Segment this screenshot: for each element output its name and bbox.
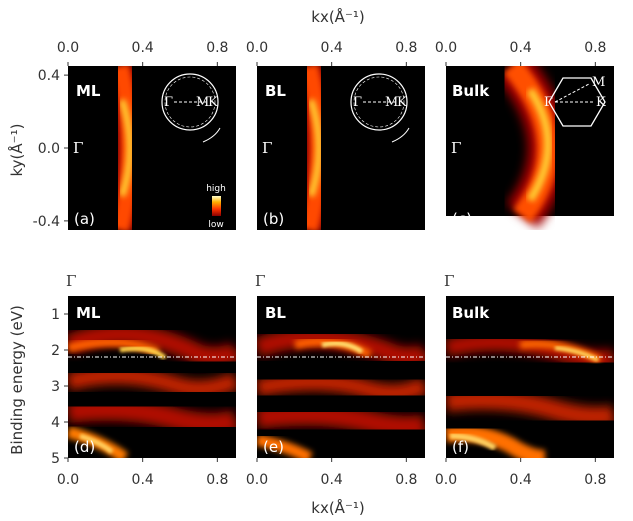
bz-gamma-label: Γ: [353, 95, 362, 110]
brillouin-zone-ring-inner: [353, 76, 405, 128]
band: [257, 434, 313, 458]
bz-k-label: K: [208, 95, 218, 110]
band-max: [119, 346, 167, 360]
top-x-axis-title: kx(Å⁻¹): [311, 7, 364, 26]
band-glow: [68, 366, 236, 398]
gamma-point-label: Γ: [73, 139, 83, 157]
x-tick-label: 0.8: [206, 40, 228, 56]
fermi-arc-core: [307, 98, 323, 198]
y-tick-label: 3: [51, 379, 60, 395]
x-tick-label: 0.8: [584, 40, 606, 56]
panel-name: Bulk: [452, 304, 490, 322]
bz-m-label: M: [385, 95, 398, 110]
panel-name: BL: [265, 304, 286, 322]
bz-hexagon: [548, 77, 606, 127]
x-tick-label: 0.4: [510, 40, 532, 56]
y-tick-label: -0.4: [33, 214, 60, 230]
brillouin-zone-ring-inner: [164, 76, 216, 128]
rotation-arrow: [391, 127, 410, 143]
rotation-arrow: [202, 127, 221, 143]
panel-f: Bulk (f): [446, 296, 614, 458]
band-max: [449, 433, 497, 451]
x-tick-label: 0.8: [206, 472, 228, 488]
bz-k-label: K: [397, 95, 407, 110]
panel-c: Γ M K Bulk (c) Γ: [446, 66, 614, 230]
panel-a: Γ M K ML (a) Γ high low: [68, 66, 236, 230]
band-glow: [68, 324, 236, 367]
band-glow: [257, 328, 425, 367]
band-max: [79, 433, 114, 454]
gamma-marker-e: Γ: [255, 272, 265, 290]
colorbar-high-label: high: [206, 184, 226, 194]
panel-tag: (e): [263, 438, 284, 456]
y-tick-label: 0.0: [38, 141, 60, 157]
colorbar-low-label: low: [208, 220, 223, 230]
y-tick-label: 1: [51, 307, 60, 323]
y-tick-label: 4: [51, 415, 60, 431]
bz-gamma-label: Γ: [544, 95, 553, 110]
colorbar: [212, 196, 221, 216]
band-max: [554, 346, 599, 362]
band-glow: [68, 398, 236, 435]
panel-name: Bulk: [452, 82, 490, 100]
panel-name: BL: [265, 82, 286, 100]
x-tick-label: 0.0: [435, 40, 457, 56]
brillouin-zone-ring: [161, 73, 219, 131]
x-tick-label: 0.4: [510, 472, 532, 488]
panel-tag: (b): [263, 210, 284, 228]
gamma-marker-d: Γ: [66, 272, 76, 290]
gamma-m-line: [554, 83, 590, 103]
bz-m-label: M: [196, 95, 209, 110]
x-tick-label: 0.8: [395, 472, 417, 488]
panel-tag: (d): [74, 438, 95, 456]
top-y-axis-title: ky(Å⁻¹): [7, 124, 26, 177]
panel-name: ML: [76, 304, 101, 322]
fermi-arc-core: [526, 87, 552, 203]
panel-d: ML (d): [68, 296, 236, 458]
x-tick-label: 0.0: [57, 472, 79, 488]
x-tick-label: 0.0: [246, 472, 268, 488]
bottom-y-axis-title: Binding energy (eV): [8, 305, 26, 455]
band-glow: [446, 389, 614, 427]
panel-tag: (a): [74, 210, 95, 228]
band-glow: [257, 372, 425, 403]
x-tick-label: 0.0: [57, 40, 79, 56]
panel-b-background: [257, 66, 425, 230]
x-tick-label: 0.0: [435, 472, 457, 488]
x-tick-label: 0.4: [132, 472, 154, 488]
x-tick-label: 0.4: [132, 40, 154, 56]
gamma-point-label: Γ: [262, 139, 272, 157]
x-tick-label: 0.4: [321, 40, 343, 56]
y-tick-label: 2: [51, 343, 60, 359]
x-tick-label: 0.4: [321, 472, 343, 488]
x-tick-label: 0.8: [584, 472, 606, 488]
y-tick-label: 0.4: [38, 68, 60, 84]
panel-a-background: [68, 66, 236, 230]
bz-k-label: K: [596, 95, 606, 110]
x-tick-label: 0.8: [395, 40, 417, 56]
fermi-arc-core: [118, 98, 134, 198]
band: [446, 425, 546, 458]
band-glow: [257, 403, 425, 438]
panel-tag: (f): [452, 438, 469, 456]
band-max: [321, 341, 364, 355]
gamma-marker-f: Γ: [444, 272, 454, 290]
bz-gamma-label: Γ: [164, 95, 173, 110]
panel-b: Γ M K BL (b) Γ: [257, 66, 425, 230]
bottom-x-axis-title: kx(Å⁻¹): [311, 498, 364, 517]
gamma-point-label: Γ: [451, 139, 461, 157]
brillouin-zone-ring: [350, 73, 408, 131]
bz-m-label: M: [592, 75, 605, 90]
x-tick-label: 0.0: [246, 40, 268, 56]
axis-ticks: 0.0 0.4 0.8 0.0 0.4 0.8 0.0 0.4 0.8 0.4 0.0 -0.4 0.0…: [33, 40, 607, 488]
panel-tag: (c): [452, 210, 472, 228]
panel-e: BL (e): [257, 296, 425, 458]
panel-name: ML: [76, 82, 101, 100]
y-tick-label: 5: [51, 451, 60, 467]
